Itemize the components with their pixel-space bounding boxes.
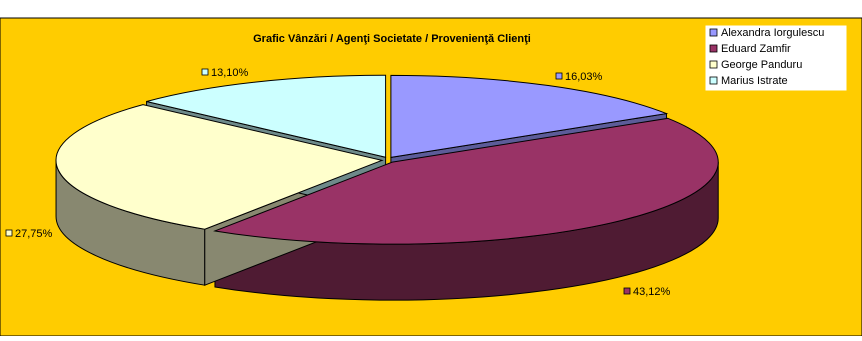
legend-entry-3: Marius Istrate <box>721 75 788 87</box>
pie-slice-0 <box>390 74 669 158</box>
legend-swatch-2 <box>709 60 718 69</box>
pie-slice-2 <box>55 104 384 230</box>
pie-tops <box>55 74 719 245</box>
data-label-swatch-2 <box>5 229 13 237</box>
pie-slice-3 <box>146 74 387 158</box>
data-label-swatch-3 <box>201 68 209 76</box>
legend-swatch-1 <box>709 44 718 53</box>
chart-title: Grafic Vânzări / Agenţi Societate / Prov… <box>253 33 531 45</box>
pie-slice-1 <box>213 117 719 245</box>
legend: Alexandra Iorgulescu Eduard Zamfir George … <box>705 25 847 91</box>
data-label-3: 13,10% <box>211 67 249 79</box>
data-label-swatch-1 <box>623 287 631 295</box>
top-margin <box>0 0 862 18</box>
legend-box <box>705 25 847 91</box>
legend-entry-1: Eduard Zamfir <box>721 43 791 55</box>
data-label-0: 16,03% <box>565 71 603 83</box>
legend-swatch-0 <box>709 28 718 37</box>
data-label-1: 43,12% <box>633 286 671 298</box>
pie-labels: 16,03% 43,12% 27,75% 13,10% <box>5 67 671 298</box>
legend-swatch-3 <box>709 76 718 85</box>
data-label-2: 27,75% <box>15 228 53 240</box>
legend-entry-2: George Panduru <box>721 59 802 71</box>
legend-entry-0: Alexandra Iorgulescu <box>721 27 824 39</box>
data-label-swatch-0 <box>555 72 563 80</box>
